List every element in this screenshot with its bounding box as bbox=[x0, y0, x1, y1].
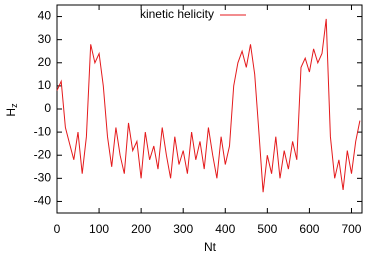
y-tick-label: 0 bbox=[44, 101, 51, 115]
x-axis-label: Nt bbox=[204, 240, 217, 254]
y-tick-label: 40 bbox=[38, 9, 52, 23]
y-axis-label-sub: z bbox=[9, 103, 19, 108]
y-tick-label: -40 bbox=[34, 194, 52, 208]
y-tick-label: 30 bbox=[38, 32, 52, 46]
x-tick-label: 0 bbox=[54, 222, 61, 236]
plot-frame bbox=[56, 4, 363, 214]
y-tick-label: -30 bbox=[34, 171, 52, 185]
x-tick-label: 400 bbox=[215, 222, 235, 236]
x-tick-label: 600 bbox=[299, 222, 319, 236]
y-tick-label: 10 bbox=[38, 78, 52, 92]
x-tick-label: 300 bbox=[173, 222, 193, 236]
y-tick-label: -10 bbox=[34, 124, 52, 138]
x-tick-label: 700 bbox=[341, 222, 361, 236]
y-tick-label: 20 bbox=[38, 55, 52, 69]
y-tick-label: -20 bbox=[34, 147, 52, 161]
y-axis-label-main: H bbox=[4, 108, 18, 117]
y-axis-label: Hz bbox=[4, 103, 19, 117]
x-tick-label: 200 bbox=[131, 222, 151, 236]
x-tick-label: 500 bbox=[257, 222, 277, 236]
data-line bbox=[56, 18, 361, 193]
legend-label: kinetic helicity bbox=[140, 7, 214, 21]
x-tick-label: 100 bbox=[89, 222, 109, 236]
